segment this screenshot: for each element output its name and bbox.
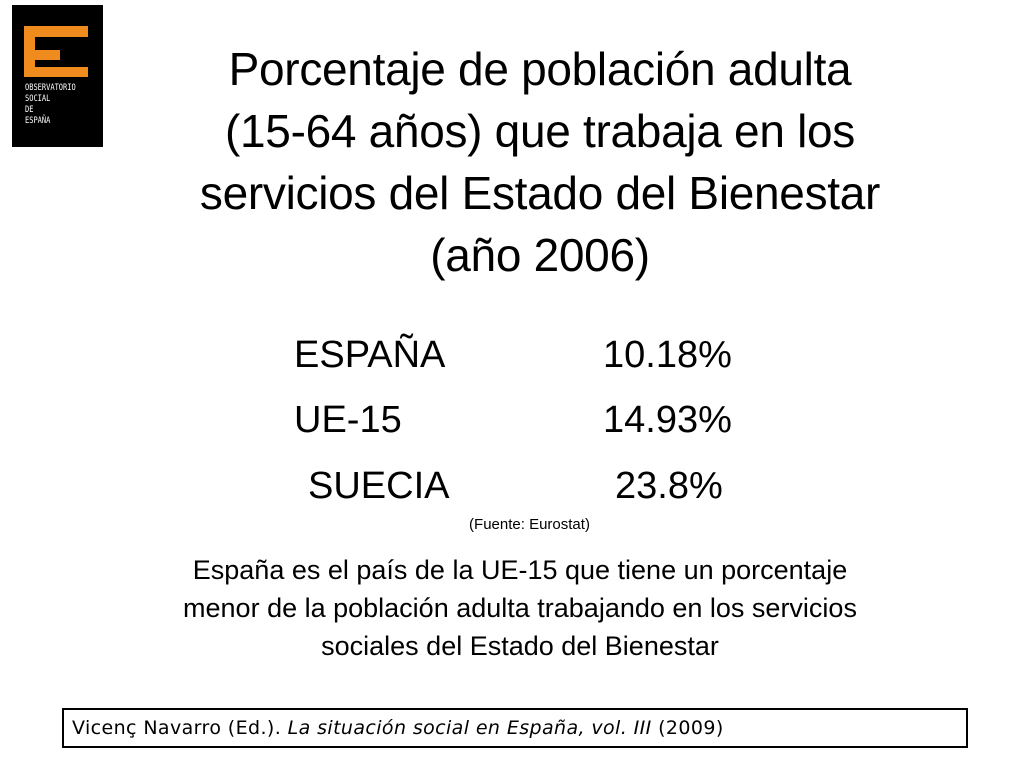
logo-line-3: DE: [25, 105, 34, 115]
title-line-1: Porcentaje de población adulta: [228, 43, 852, 95]
summary-text: España es el país de la UE-15 que tiene …: [60, 551, 980, 665]
row-value-ue15: 14.93%: [603, 399, 732, 441]
summary-line-1: España es el país de la UE-15 que tiene …: [192, 555, 848, 585]
row-label-suecia: SUECIA: [308, 465, 450, 507]
row-label-ue15: UE-15: [294, 399, 402, 441]
title-line-4: (año 2006): [430, 229, 650, 281]
observatorio-logo: OBSERVATORIO SOCIAL DE ESPAÑA: [12, 5, 103, 147]
citation-year: (2009): [658, 717, 724, 739]
logo-mark-bottom: [24, 67, 88, 77]
source-note: (Fuente: Eurostat): [469, 516, 590, 533]
logo-line-1: OBSERVATORIO: [25, 83, 76, 93]
citation-box: Vicenç Navarro (Ed.). La situación socia…: [62, 708, 968, 748]
row-value-espana: 10.18%: [603, 334, 732, 376]
row-value-suecia: 23.8%: [615, 465, 723, 507]
summary-line-2: menor de la población adulta trabajando …: [183, 593, 857, 623]
logo-line-2: SOCIAL: [25, 94, 51, 104]
logo-mark-top: [24, 26, 88, 37]
row-label-espana: ESPAÑA: [294, 334, 446, 376]
citation-title: La situación social en España, vol. III: [287, 717, 652, 739]
summary-line-3: sociales del Estado del Bienestar: [321, 631, 719, 661]
logo-text: OBSERVATORIO SOCIAL DE ESPAÑA: [25, 83, 84, 127]
logo-mark-middle: [24, 50, 60, 60]
slide-title: Porcentaje de población adulta (15-64 añ…: [100, 38, 980, 286]
citation-author: Vicenç Navarro (Ed.).: [72, 717, 282, 739]
title-line-2: (15-64 años) que trabaja en los: [224, 105, 855, 157]
logo-line-4: ESPAÑA: [25, 116, 51, 126]
title-line-3: servicios del Estado del Bienestar: [199, 167, 881, 219]
